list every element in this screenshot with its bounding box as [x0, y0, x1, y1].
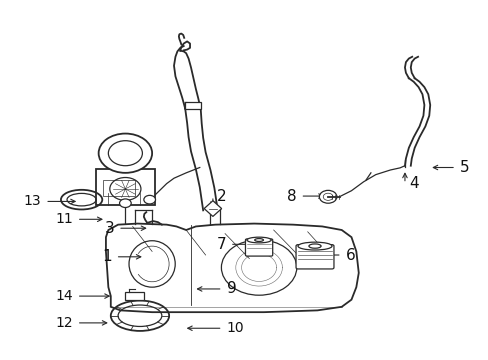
Circle shape [99, 134, 152, 173]
Text: 2: 2 [216, 189, 226, 203]
Text: 11: 11 [55, 212, 73, 226]
Text: 10: 10 [226, 321, 244, 335]
Text: 8: 8 [286, 189, 296, 203]
Text: 5: 5 [459, 160, 468, 175]
Bar [103, 180, 135, 196]
Text: 14: 14 [55, 289, 73, 303]
Text: 9: 9 [226, 282, 236, 296]
Circle shape [110, 177, 141, 201]
Polygon shape [106, 224, 358, 312]
FancyBboxPatch shape [245, 239, 272, 256]
Polygon shape [203, 201, 221, 216]
Text: 6: 6 [345, 248, 355, 262]
Circle shape [143, 195, 155, 204]
Text: 1: 1 [102, 249, 112, 264]
Ellipse shape [297, 242, 331, 250]
Circle shape [319, 190, 336, 203]
FancyBboxPatch shape [295, 245, 333, 269]
Text: 3: 3 [104, 221, 114, 236]
Bar [185, 102, 201, 109]
Text: 12: 12 [55, 316, 73, 330]
Ellipse shape [246, 237, 271, 243]
Text: 4: 4 [408, 176, 418, 191]
FancyBboxPatch shape [96, 169, 154, 205]
Text: 13: 13 [23, 194, 41, 208]
Bar [125, 292, 143, 300]
Circle shape [119, 199, 131, 207]
Text: 7: 7 [216, 237, 225, 252]
